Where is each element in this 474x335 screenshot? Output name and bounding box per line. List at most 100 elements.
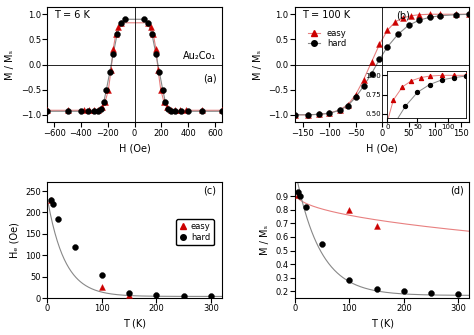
Point (465, 12, 473, 17)
Point (102, 87, 110, 92)
Point (360, 83, 367, 89)
Point (55, 216, 62, 221)
Point (80, 108, 87, 113)
Point (105, 87, 112, 92)
Point (91, 108, 98, 113)
Point (95, 108, 102, 114)
Point (426, 15, 433, 20)
Point (302, 204, 310, 210)
X-axis label: T (K): T (K) (371, 319, 393, 329)
Point (47, 197, 55, 202)
Point (47, 197, 55, 202)
Point (97, 106, 105, 112)
Point (428, 290, 435, 295)
Point (373, 223, 381, 229)
Point (121, 17, 129, 22)
Point (452, 12, 460, 17)
Point (152, 47, 160, 52)
Point (167, 107, 174, 113)
Point (149, 32, 157, 37)
Point (304, 112, 312, 118)
X-axis label: H (Oe): H (Oe) (118, 143, 150, 153)
X-axis label: T (K): T (K) (123, 319, 146, 329)
Point (376, 42, 383, 47)
Point (383, 28, 391, 33)
Point (112, 32, 119, 37)
Point (148, 32, 156, 37)
Point (159, 87, 166, 92)
Point (106, 69, 114, 75)
Point (167, 108, 174, 114)
Point (198, 108, 205, 113)
Point (373, 286, 381, 291)
Point (64, 108, 71, 113)
Point (44, 108, 51, 113)
Point (437, 13, 444, 18)
Point (113, 32, 121, 37)
Point (291, 112, 299, 118)
Point (160, 99, 168, 105)
Point (140, 17, 148, 22)
Point (336, 107, 344, 113)
Point (157, 87, 164, 92)
Text: (d): (d) (450, 186, 464, 196)
Point (171, 108, 179, 113)
Point (415, 18, 423, 23)
Legend: easy, hard: easy, hard (306, 27, 348, 49)
Point (171, 109, 179, 114)
Text: (b): (b) (396, 10, 410, 20)
Point (100, 99, 108, 105)
Point (182, 108, 189, 113)
Point (383, 44, 391, 50)
Point (115, 24, 122, 29)
Point (437, 12, 444, 17)
Point (326, 111, 333, 116)
Point (326, 111, 333, 116)
Point (304, 112, 312, 118)
Point (392, 19, 399, 24)
Point (44, 109, 51, 114)
Point (376, 57, 383, 62)
Point (426, 12, 433, 17)
Point (344, 103, 352, 109)
Point (368, 71, 375, 76)
Point (109, 47, 117, 52)
Point (218, 109, 226, 114)
Point (155, 69, 163, 75)
Point (400, 289, 408, 294)
Point (352, 94, 359, 100)
Point (152, 52, 160, 57)
Point (147, 24, 155, 29)
Point (344, 102, 352, 108)
Point (294, 192, 302, 197)
Y-axis label: M / Mₛ: M / Mₛ (260, 225, 270, 255)
Point (180, 293, 187, 299)
Point (352, 92, 359, 97)
Point (125, 290, 133, 296)
Point (153, 292, 160, 298)
Point (98, 285, 106, 290)
Point (98, 272, 106, 277)
Point (360, 77, 367, 82)
Point (64, 109, 71, 114)
Y-axis label: Hₑ (Oe): Hₑ (Oe) (10, 222, 20, 258)
Point (346, 207, 353, 212)
Text: T = 100 K: T = 100 K (302, 10, 350, 20)
Point (109, 52, 117, 57)
Point (319, 241, 326, 247)
Point (118, 20, 125, 25)
Point (95, 107, 102, 113)
Point (198, 109, 205, 114)
Point (294, 189, 302, 195)
Point (85, 108, 93, 113)
Point (291, 112, 299, 118)
Text: (a): (a) (203, 74, 217, 84)
Legend: easy, hard: easy, hard (176, 219, 214, 245)
Point (207, 294, 215, 299)
X-axis label: H (Oe): H (Oe) (366, 143, 398, 153)
Y-axis label: M / Mₛ: M / Mₛ (253, 50, 263, 80)
Point (176, 108, 184, 113)
Point (336, 108, 344, 113)
Point (452, 12, 460, 17)
Point (49, 201, 56, 207)
